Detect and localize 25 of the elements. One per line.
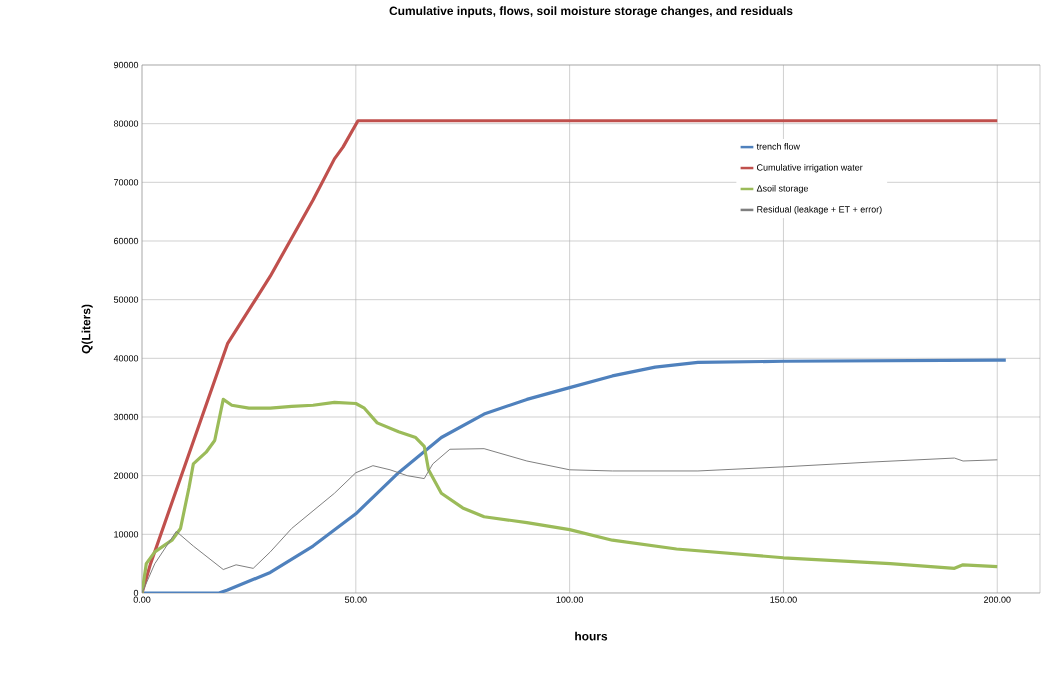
y-tick-label: 30000 [113,413,139,421]
y-tick-label: 10000 [114,531,139,538]
y-tick-label: 90000 [113,61,139,69]
y-tick-label: 20000 [114,472,139,479]
x-tick-label: 200.00 [983,596,1011,603]
chart-title: Cumulative inputs, flows, soil moisture storage changes, and residuals [389,6,793,18]
y-tick-label: 70000 [114,179,139,186]
y-axis-title: Q(Liters) [81,304,93,354]
x-tick-label: 0.00 [133,596,151,603]
x-tick-label: 100.00 [556,596,583,603]
legend-label: Cumulative irrigation water [757,164,863,173]
y-tick-label: 80000 [113,120,139,127]
x-tick-label: 50.00 [344,596,367,603]
line-series [142,119,999,593]
y-tick-label: 0 [133,589,139,597]
line-series [142,397,999,593]
x-tick-label: 150.00 [770,596,797,603]
legend-label: trench flow [756,143,800,150]
x-axis-title: hours [575,631,608,641]
line-series [142,358,1008,593]
legend-label: Δsoil storage [756,184,809,194]
y-tick-label: 40000 [113,355,139,362]
y-tick-label: 50000 [113,296,139,303]
legend-label: Residual (leakage + ET + error) [757,205,882,215]
y-tick-label: 60000 [114,237,139,245]
